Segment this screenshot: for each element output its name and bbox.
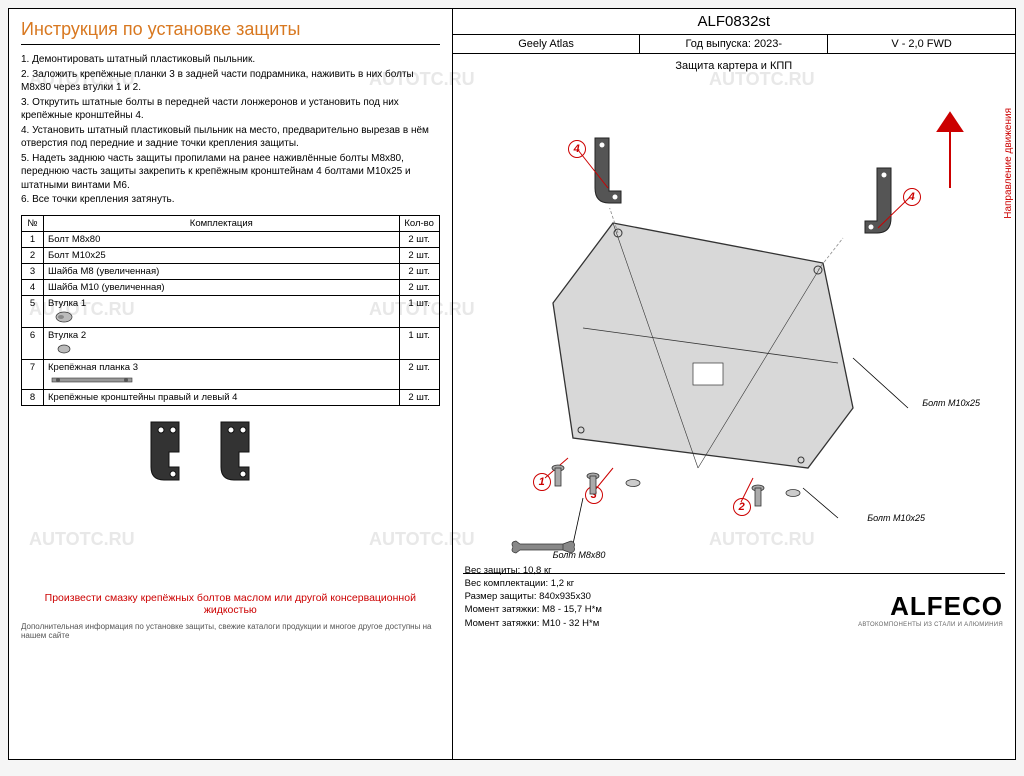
skid-plate [543,208,873,488]
parts-table: № Комплектация Кол-во 1Болт М8х802 шт. 2… [21,215,440,406]
part-number: ALF0832st [453,9,1015,35]
instructions-block: 1. Демонтировать штатный пластиковый пыл… [21,53,440,207]
left-panel: Инструкция по установке защиты 1. Демонт… [9,9,452,759]
logo-text: ALFECO [858,591,1003,622]
bolt-label: Болт М10х25 [867,513,925,523]
bolt-label: Болт М8х80 [553,550,606,560]
bolt-washer-icons [523,448,843,538]
specs-block: Вес защиты: 10,8 кг Вес комплектации: 1,… [465,564,602,630]
spec-torque-m10: Момент затяжки: М10 - 32 Н*м [465,617,602,630]
right-panel: ALF0832st Geely Atlas Год выпуска: 2023-… [452,9,1015,759]
table-row: 3Шайба М8 (увеличенная)2 шт. [22,263,440,279]
table-header-row: № Комплектация Кол-во [22,215,440,231]
table-row: 1Болт М8х802 шт. [22,231,440,247]
table-row: 8Крепёжные кронштейны правый и левый 42 … [22,389,440,405]
spec-size: Размер защиты: 840х935х30 [465,590,602,603]
logo-tagline: АВТОКОМПОНЕНТЫ ИЗ СТАЛИ И АЛЮМИНИЯ [858,622,1003,628]
instruction-sheet: AUTOTC.RU AUTOTC.RU AUTOTC.RU AUTOTC.RU … [8,8,1016,760]
bushing-icon [48,341,88,357]
brand-logo: ALFECO АВТОКОМПОНЕНТЫ ИЗ СТАЛИ И АЛЮМИНИ… [858,591,1003,628]
instruction-step: 3. Открутить штатные болты в передней ча… [21,96,440,123]
col-qty: Кол-во [399,215,439,231]
spec-kit-weight: Вес комплектации: 1,2 кг [465,577,602,590]
spec-torque-m8: Момент затяжки: М8 - 15,7 Н*м [465,603,602,616]
brackets-illustration [131,412,291,497]
engine-cell: V - 2,0 FWD [828,35,1015,53]
callout-4: 4 [568,140,586,158]
bar-icon [48,373,138,387]
plate-svg [543,208,873,488]
bolt-label: Болт М10х25 [922,398,980,408]
drawing-subtitle: Защита картера и КПП [453,54,1015,78]
table-row: 2Болт М10х252 шт. [22,247,440,263]
page-title: Инструкция по установке защиты [21,19,440,45]
table-row: 4Шайба М10 (увеличенная)2 шт. [22,279,440,295]
instruction-step: 5. Надеть заднюю часть защиты пропилами … [21,152,440,193]
instruction-step: 1. Демонтировать штатный пластиковый пыл… [21,53,440,67]
header-row: Geely Atlas Год выпуска: 2023- V - 2,0 F… [453,35,1015,53]
col-num: № [22,215,44,231]
table-row: 6Втулка 21 шт. [22,327,440,359]
callout-4: 4 [903,188,921,206]
table-row: 7Крепёжная планка 32 шт. [22,359,440,389]
model-cell: Geely Atlas [453,35,641,53]
col-name: Комплектация [44,215,400,231]
bracket-left-icon [583,133,633,218]
instruction-step: 2. Заложить крепёжные планки 3 в задней … [21,68,440,95]
header-block: ALF0832st Geely Atlas Год выпуска: 2023-… [453,9,1015,54]
year-cell: Год выпуска: 2023- [640,35,828,53]
instruction-step: 6. Все точки крепления затянуть. [21,193,440,207]
instruction-step: 4. Установить штатный пластиковый пыльни… [21,124,440,151]
table-row: 5Втулка 11 шт. [22,295,440,327]
spec-weight: Вес защиты: 10,8 кг [465,564,602,577]
bushing-icon [48,309,88,325]
direction-label: Направление движения [1003,108,1014,219]
footer-warning: Произвести смазку крепёжных болтов масло… [21,592,440,616]
technical-drawing: Направление движения [453,78,1015,638]
direction-arrow-icon [920,103,980,193]
footer-subtext: Дополнительная информация по установке з… [21,622,440,640]
